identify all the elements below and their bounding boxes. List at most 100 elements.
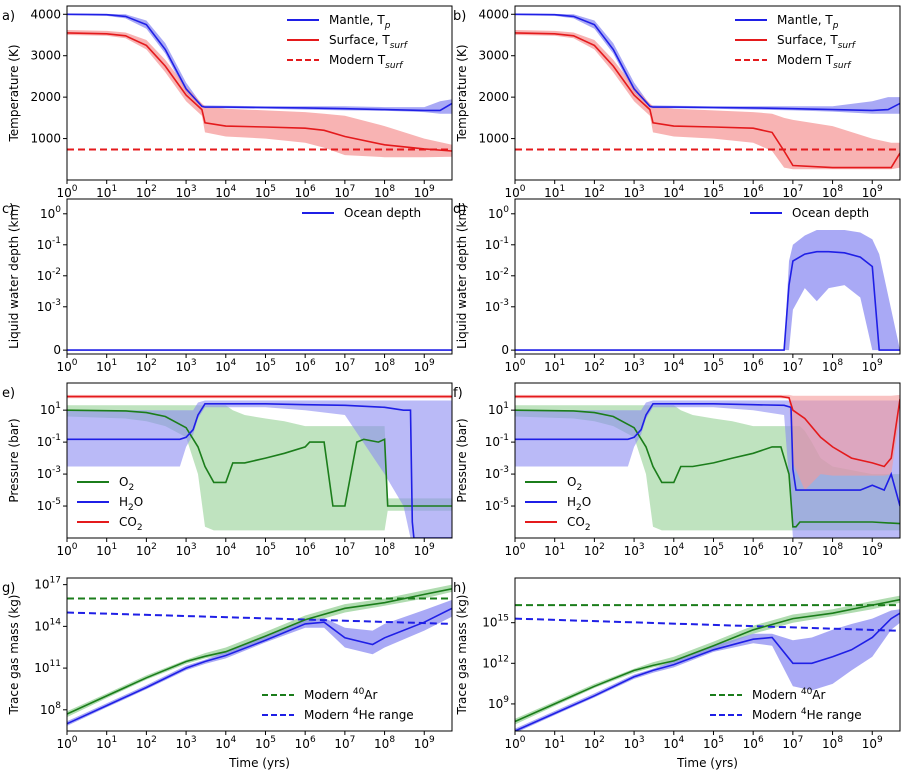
- series-line-b-1: [515, 32, 900, 169]
- y-tick-label-b-2: 3000: [478, 49, 509, 63]
- band-e-0: [67, 405, 452, 531]
- y-tick-label-c-1: 10-3: [37, 298, 61, 314]
- x-tick-label-a-7: 107: [334, 184, 355, 200]
- x-tick-label-e-7: 107: [334, 542, 355, 558]
- y-tick-label-h-0: 109: [488, 695, 509, 711]
- y-tick-label-b-0: 1000: [478, 132, 509, 146]
- x-tick-label-h-4: 104: [663, 735, 684, 751]
- y-tick-label-e-1: 10-3: [37, 465, 61, 481]
- y-tick-label-g-1: 1011: [34, 659, 61, 675]
- legend-label-b-1: Surface, Tsurf: [777, 33, 857, 51]
- series-line-d-0: [515, 250, 900, 351]
- band-d-0: [515, 230, 900, 351]
- series-line-f-1: [515, 403, 900, 507]
- legend-label-a-2: Modern Tsurf: [329, 53, 404, 71]
- legend-label-a-0: Mantle, Tp: [329, 13, 391, 31]
- x-tick-label-f-4: 104: [663, 542, 684, 558]
- x-tick-label-c-1: 101: [96, 358, 117, 374]
- x-tick-label-f-1: 101: [544, 542, 565, 558]
- x-tick-label-f-7: 107: [782, 542, 803, 558]
- series-line-h-1: [515, 617, 900, 632]
- x-tick-label-c-8: 108: [374, 358, 395, 374]
- band-e-1: [67, 400, 452, 538]
- x-tick-label-g-3: 103: [176, 735, 197, 751]
- series-line-e-1: [67, 403, 452, 538]
- x-tick-label-a-9: 109: [414, 184, 435, 200]
- x-tick-label-h-0: 100: [504, 735, 525, 751]
- series-line-f-0: [515, 409, 900, 528]
- y-tick-label-d-0: 0: [501, 343, 509, 357]
- x-tick-label-h-2: 102: [584, 735, 605, 751]
- x-tick-label-b-7: 107: [782, 184, 803, 200]
- x-tick-label-g-4: 104: [215, 735, 236, 751]
- x-tick-label-c-5: 105: [255, 358, 276, 374]
- x-tick-label-d-9: 109: [862, 358, 883, 374]
- x-tick-label-h-9: 109: [862, 735, 883, 751]
- x-tick-label-d-1: 101: [544, 358, 565, 374]
- x-tick-label-c-3: 103: [176, 358, 197, 374]
- panel-label-a: a): [2, 9, 15, 24]
- x-tick-label-b-4: 104: [663, 184, 684, 200]
- panel-label-b: b): [453, 9, 466, 24]
- plot-area-d: [515, 230, 900, 351]
- x-tick-label-a-3: 103: [176, 184, 197, 200]
- x-tick-label-g-6: 106: [295, 735, 316, 751]
- x-tick-label-a-5: 105: [255, 184, 276, 200]
- frame-c: [66, 198, 453, 355]
- plot-area-f: [515, 394, 900, 538]
- plot-area-b: [515, 13, 900, 170]
- frame-h: [514, 577, 901, 732]
- series-line-a-0: [67, 13, 452, 112]
- x-tick-label-g-9: 109: [414, 735, 435, 751]
- x-tick-label-g-2: 102: [136, 735, 157, 751]
- x-tick-label-d-3: 103: [624, 358, 645, 374]
- x-tick-label-g-0: 100: [56, 735, 77, 751]
- x-tick-label-d-2: 102: [584, 358, 605, 374]
- legend-label-f-2: CO2: [567, 515, 591, 533]
- y-axis-label-h: Trace gas mass (kg): [455, 595, 469, 716]
- x-tick-label-d-5: 105: [703, 358, 724, 374]
- x-tick-label-a-2: 102: [136, 184, 157, 200]
- legend-label-h-1: Modern 4He range: [752, 707, 862, 722]
- y-axis-label-c: Liquid water depth (km): [7, 204, 21, 349]
- legend-g: Modern 40Ar Modern 4He range: [262, 687, 414, 722]
- panel-d: 100 101 102 103 104 105 106 107 108 109 0 10-3 10-2 1…: [453, 198, 901, 374]
- panel-label-d: d): [453, 202, 466, 217]
- x-tick-label-g-1: 101: [96, 735, 117, 751]
- legend-a: Mantle, Tp Surface, Tsurf Modern Tsurf: [287, 13, 409, 71]
- x-tick-label-g-5: 105: [255, 735, 276, 751]
- x-tick-label-h-6: 106: [743, 735, 764, 751]
- series-line-f-2: [515, 395, 900, 468]
- legend-h: Modern 40Ar Modern 4He range: [710, 687, 862, 722]
- plot-area-a: [67, 13, 452, 158]
- x-tick-label-a-4: 104: [215, 184, 236, 200]
- y-tick-label-b-1: 2000: [478, 90, 509, 104]
- legend-d: Ocean depth: [750, 206, 869, 220]
- series-line-h-3: [515, 612, 900, 731]
- x-tick-label-d-7: 107: [782, 358, 803, 374]
- frame-e: [66, 382, 453, 539]
- legend-label-e-2: CO2: [119, 515, 143, 533]
- x-tick-label-h-3: 103: [624, 735, 645, 751]
- frame-d: [514, 198, 901, 355]
- x-tick-label-e-6: 106: [295, 542, 316, 558]
- series-line-b-0: [515, 13, 900, 112]
- y-tick-label-c-0: 0: [53, 343, 61, 357]
- y-tick-label-h-1: 1012: [482, 654, 509, 670]
- x-tick-label-e-1: 101: [96, 542, 117, 558]
- x-tick-label-e-2: 102: [136, 542, 157, 558]
- y-tick-label-d-2: 10-2: [485, 267, 509, 283]
- panel-c: 100 101 102 103 104 105 106 107 108 109 0 10-3 10-2 1…: [2, 198, 453, 374]
- x-tick-label-h-7: 107: [782, 735, 803, 751]
- panel-h: 100 101 102 103 104 105 106 107 108 109 109 1012 101…: [453, 577, 901, 770]
- y-axis-label-a: Temperature (K): [7, 44, 21, 142]
- legend-label-c-0: Ocean depth: [344, 206, 421, 220]
- x-tick-label-b-5: 105: [703, 184, 724, 200]
- x-tick-label-b-9: 109: [862, 184, 883, 200]
- x-tick-label-e-3: 103: [176, 542, 197, 558]
- panel-label-h: h): [453, 581, 466, 596]
- y-tick-label-h-2: 1015: [482, 614, 509, 630]
- y-axis-label-b: Temperature (K): [455, 44, 469, 142]
- panel-a: 100 101 102 103 104 105 106 107 108 109 1000 2000 30…: [2, 5, 453, 200]
- panel-label-e: e): [2, 386, 15, 401]
